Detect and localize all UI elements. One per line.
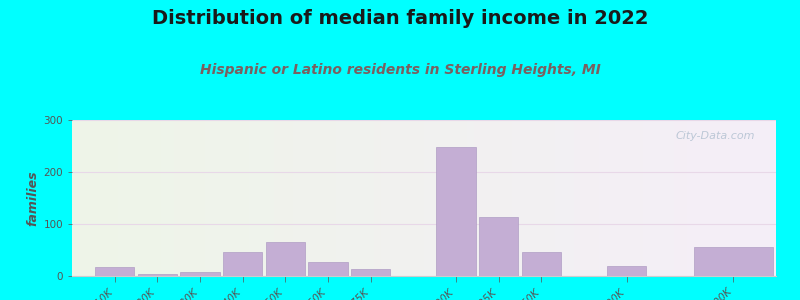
Bar — [266, 242, 305, 276]
Y-axis label: families: families — [26, 170, 39, 226]
Text: Distribution of median family income in 2022: Distribution of median family income in … — [152, 9, 648, 28]
Bar — [223, 252, 262, 276]
Bar — [436, 147, 476, 276]
Bar — [694, 248, 773, 276]
Text: Hispanic or Latino residents in Sterling Heights, MI: Hispanic or Latino residents in Sterling… — [200, 63, 600, 77]
Bar — [351, 269, 390, 276]
Bar — [95, 267, 134, 276]
Text: City-Data.com: City-Data.com — [675, 131, 755, 141]
Bar — [522, 252, 561, 276]
Bar — [607, 266, 646, 276]
Bar — [308, 262, 348, 276]
Bar — [180, 272, 220, 276]
Bar — [138, 274, 177, 276]
Bar — [479, 217, 518, 276]
